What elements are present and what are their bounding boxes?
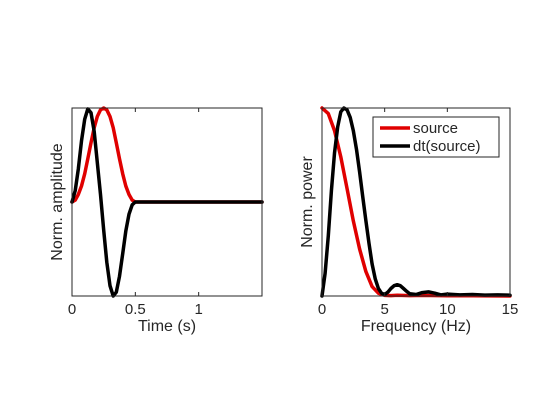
time-x-tick-label: 0.5 bbox=[125, 301, 146, 318]
legend-label-dt-source: dt(source) bbox=[413, 138, 481, 155]
frequency-plot-area bbox=[320, 106, 512, 298]
frequency-x-axis-title: Frequency (Hz) bbox=[361, 318, 471, 335]
time-chart: 0 0.5 1 Time (s) Norm. amplitude bbox=[49, 106, 264, 335]
frequency-series-2-line bbox=[320, 106, 512, 298]
legend: source dt(source) bbox=[372, 116, 500, 158]
frequency-series-1-line bbox=[320, 106, 512, 298]
legend-box bbox=[372, 116, 500, 158]
time-x-axis: 0 0.5 1 bbox=[68, 108, 203, 318]
time-series-2-line bbox=[70, 107, 264, 298]
time-plot-area bbox=[70, 106, 264, 298]
time-x-tick-label: 1 bbox=[194, 301, 202, 318]
time-y-axis-title: Norm. amplitude bbox=[49, 143, 66, 260]
frequency-x-axis: 0 5 10 15 bbox=[318, 108, 519, 318]
frequency-x-tick-label: 10 bbox=[439, 301, 456, 318]
legend-label-source: source bbox=[413, 120, 458, 137]
time-x-tick-label: 0 bbox=[68, 301, 76, 318]
frequency-y-axis-title: Norm. power bbox=[299, 156, 316, 248]
frequency-axes-box bbox=[321, 107, 511, 297]
time-x-axis-title: Time (s) bbox=[138, 318, 196, 335]
frequency-x-tick-label: 5 bbox=[380, 301, 388, 318]
frequency-x-tick-label: 0 bbox=[318, 301, 326, 318]
frequency-chart: 0 5 10 15 Frequency (Hz) Norm. power source… bbox=[299, 106, 519, 335]
frequency-x-tick-label: 15 bbox=[502, 301, 519, 318]
time-axes-box bbox=[71, 107, 263, 297]
